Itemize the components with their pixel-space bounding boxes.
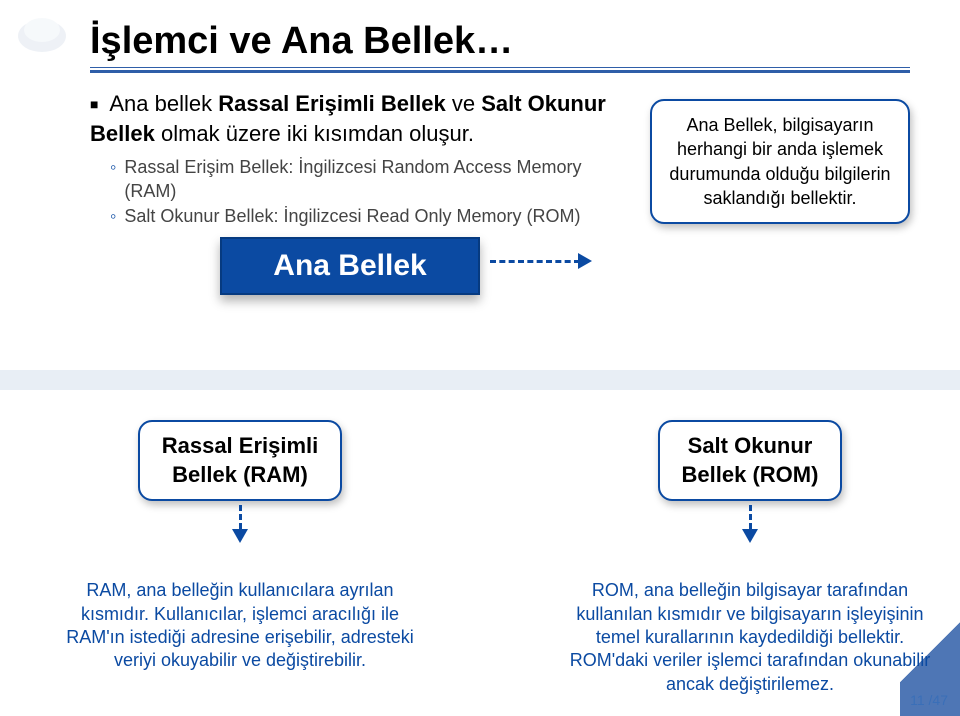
rom-label-line1: Salt Okunur — [688, 433, 813, 458]
bullet-rom-text: Salt Okunur Bellek: İngilizcesi Read Onl… — [124, 205, 580, 228]
bullet-ram-text: Rassal Erişim Bellek: İngilizcesi Random… — [124, 156, 610, 203]
intro-block: ■ Ana bellek Rassal Erişimli Bellek ve S… — [90, 89, 610, 295]
title-underline — [90, 67, 910, 73]
rom-leader — [749, 505, 752, 529]
ram-leader — [239, 505, 242, 529]
arrow-to-callout — [578, 253, 592, 269]
bottom-row: Rassal Erişimli Bellek (RAM) RAM, ana be… — [50, 420, 940, 696]
intro-text: ■ Ana bellek Rassal Erişimli Bellek ve S… — [90, 89, 610, 148]
rom-label-box: Salt Okunur Bellek (ROM) — [658, 420, 843, 501]
bullet-ram: Rassal Erişim Bellek: İngilizcesi Random… — [110, 156, 610, 203]
intro-p3: olmak üzere iki kısımdan oluşur. — [161, 121, 474, 146]
intro-bold-ram: Rassal Erişimli Bellek — [218, 91, 445, 116]
ram-label-line1: Rassal Erişimli — [162, 433, 319, 458]
ana-bellek-box: Ana Bellek — [220, 237, 480, 295]
rom-label-line2: Bellek (ROM) — [682, 462, 819, 487]
ram-column: Rassal Erişimli Bellek (RAM) RAM, ana be… — [50, 420, 430, 696]
ram-arrow-down — [232, 529, 248, 543]
intro-p2: ve — [452, 91, 481, 116]
intro-p1: Ana bellek — [109, 91, 218, 116]
rom-description: ROM, ana belleğin bilgisayar tarafından … — [560, 579, 940, 696]
top-row: ■ Ana bellek Rassal Erişimli Bellek ve S… — [90, 89, 910, 295]
slide-title: İşlemci ve Ana Bellek… — [90, 20, 910, 63]
page-number: 11 /47 — [910, 692, 948, 708]
bullet-square-icon: ■ — [90, 96, 98, 112]
ram-label-box: Rassal Erişimli Bellek (RAM) — [138, 420, 343, 501]
ram-label-line2: Bellek (RAM) — [172, 462, 308, 487]
ram-description: RAM, ana belleğin kullanıcılara ayrılan … — [50, 579, 430, 673]
leader-main-to-callout — [490, 260, 580, 263]
ana-bellek-callout: Ana Bellek, bilgisayarın herhangi bir an… — [650, 99, 910, 224]
rom-column: Salt Okunur Bellek (ROM) ROM, ana belleğ… — [560, 420, 940, 696]
slide: İşlemci ve Ana Bellek… ■ Ana bellek Rass… — [0, 0, 960, 716]
bullet-rom: Salt Okunur Bellek: İngilizcesi Read Onl… — [110, 205, 610, 228]
rom-arrow-down — [742, 529, 758, 543]
